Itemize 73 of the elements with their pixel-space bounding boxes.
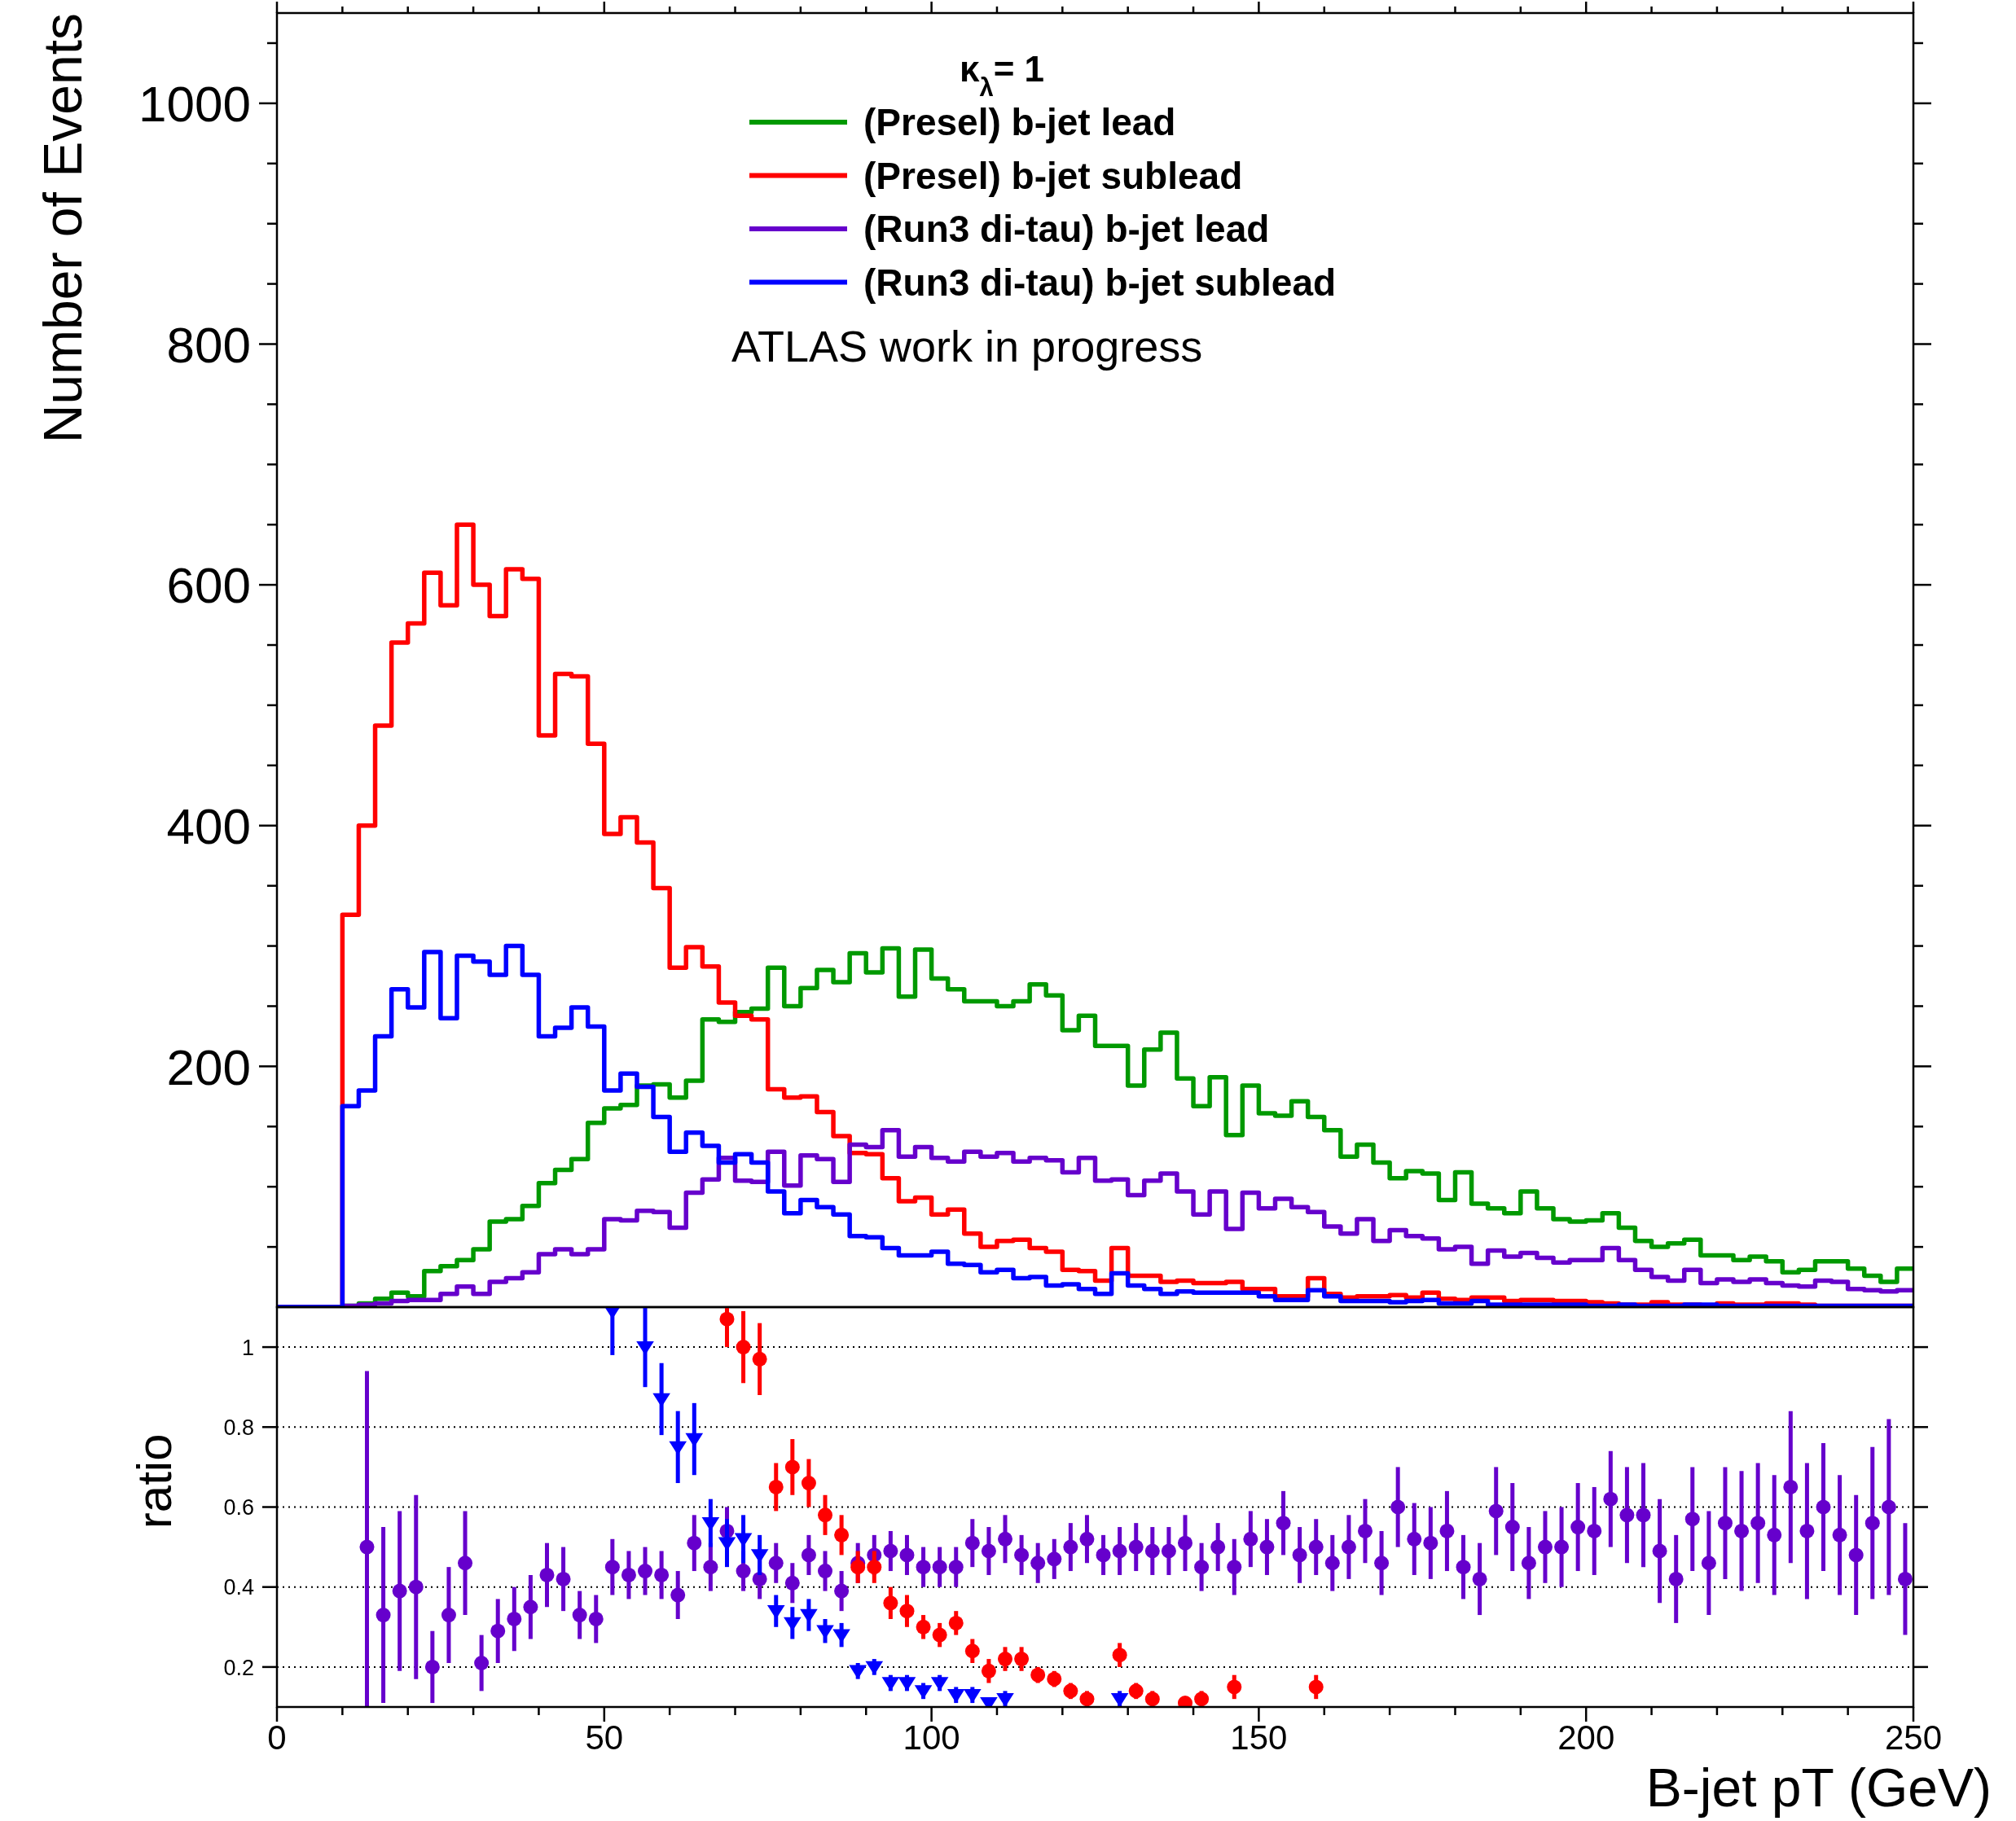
- x-tick-label: 150: [1230, 1718, 1288, 1757]
- point: [832, 1629, 850, 1643]
- point: [1063, 1683, 1078, 1699]
- y-axis-title: ratio: [127, 1433, 182, 1529]
- point: [914, 1685, 933, 1700]
- point: [652, 1393, 670, 1407]
- point: [981, 1663, 996, 1678]
- point: [1014, 1652, 1030, 1667]
- point: [1227, 1679, 1242, 1695]
- point: [932, 1627, 947, 1643]
- point: [916, 1619, 931, 1635]
- x-tick-label: 200: [1557, 1718, 1615, 1757]
- point: [816, 1625, 834, 1639]
- point: [784, 1617, 802, 1631]
- point: [636, 1341, 654, 1355]
- x-tick-label: 100: [903, 1718, 960, 1757]
- point: [947, 1689, 965, 1704]
- point: [881, 1677, 900, 1692]
- point: [818, 1507, 833, 1523]
- point: [883, 1595, 898, 1611]
- point: [998, 1652, 1013, 1667]
- point: [1112, 1648, 1127, 1663]
- point: [948, 1615, 964, 1630]
- point: [996, 1692, 1014, 1707]
- legend-label: (Presel) b-jet lead: [863, 101, 1176, 144]
- x-tick-label: 50: [585, 1718, 624, 1757]
- x-tick-label: 0: [267, 1718, 287, 1757]
- y-tick-label: 0.2: [223, 1655, 254, 1680]
- annotation: ATLAS work in progress: [731, 322, 1203, 371]
- point: [867, 1560, 882, 1575]
- point: [1079, 1692, 1095, 1707]
- y-tick-label: 0.6: [223, 1495, 254, 1520]
- point: [768, 1479, 784, 1494]
- point: [834, 1527, 850, 1542]
- point: [898, 1677, 916, 1692]
- y-tick-label: 600: [166, 557, 251, 614]
- point: [801, 1476, 816, 1491]
- point: [669, 1441, 687, 1455]
- y-tick-label: 1: [241, 1335, 254, 1360]
- y-tick-label: 0.4: [223, 1575, 254, 1600]
- point: [719, 1311, 735, 1327]
- x-axis-title: B-jet pT (GeV): [1645, 1757, 1992, 1818]
- point: [752, 1351, 767, 1367]
- y-tick-label: 0.8: [223, 1415, 254, 1441]
- point: [1308, 1679, 1324, 1695]
- point: [930, 1677, 949, 1692]
- point: [849, 1665, 867, 1679]
- point: [865, 1661, 884, 1675]
- point: [685, 1433, 704, 1447]
- point: [1047, 1671, 1062, 1687]
- point: [1194, 1692, 1210, 1707]
- y-tick-label: 400: [166, 798, 251, 855]
- y-axis-title: Number of Events: [33, 13, 93, 444]
- x-tick-label: 250: [1884, 1718, 1943, 1757]
- point: [800, 1608, 818, 1623]
- legend-label: (Presel) b-jet sublead: [863, 154, 1243, 197]
- point: [736, 1340, 751, 1355]
- point: [734, 1533, 753, 1547]
- legend-title: κ$_{λ}$= 1: [959, 49, 1045, 102]
- legend-label: (Run3 di-tau) b-jet sublead: [863, 261, 1337, 304]
- point: [899, 1604, 915, 1619]
- point: [850, 1560, 866, 1575]
- point: [1110, 1692, 1129, 1707]
- legend-label: (Run3 di-tau) b-jet lead: [863, 208, 1270, 251]
- point: [964, 1643, 980, 1659]
- point: [1030, 1667, 1046, 1683]
- point: [964, 1689, 982, 1704]
- point: [784, 1459, 800, 1475]
- point: [1144, 1692, 1160, 1707]
- y-tick-label: 800: [166, 316, 251, 373]
- y-tick-label: 1000: [138, 76, 251, 133]
- y-tick-label: 200: [166, 1038, 251, 1095]
- point: [1128, 1683, 1144, 1699]
